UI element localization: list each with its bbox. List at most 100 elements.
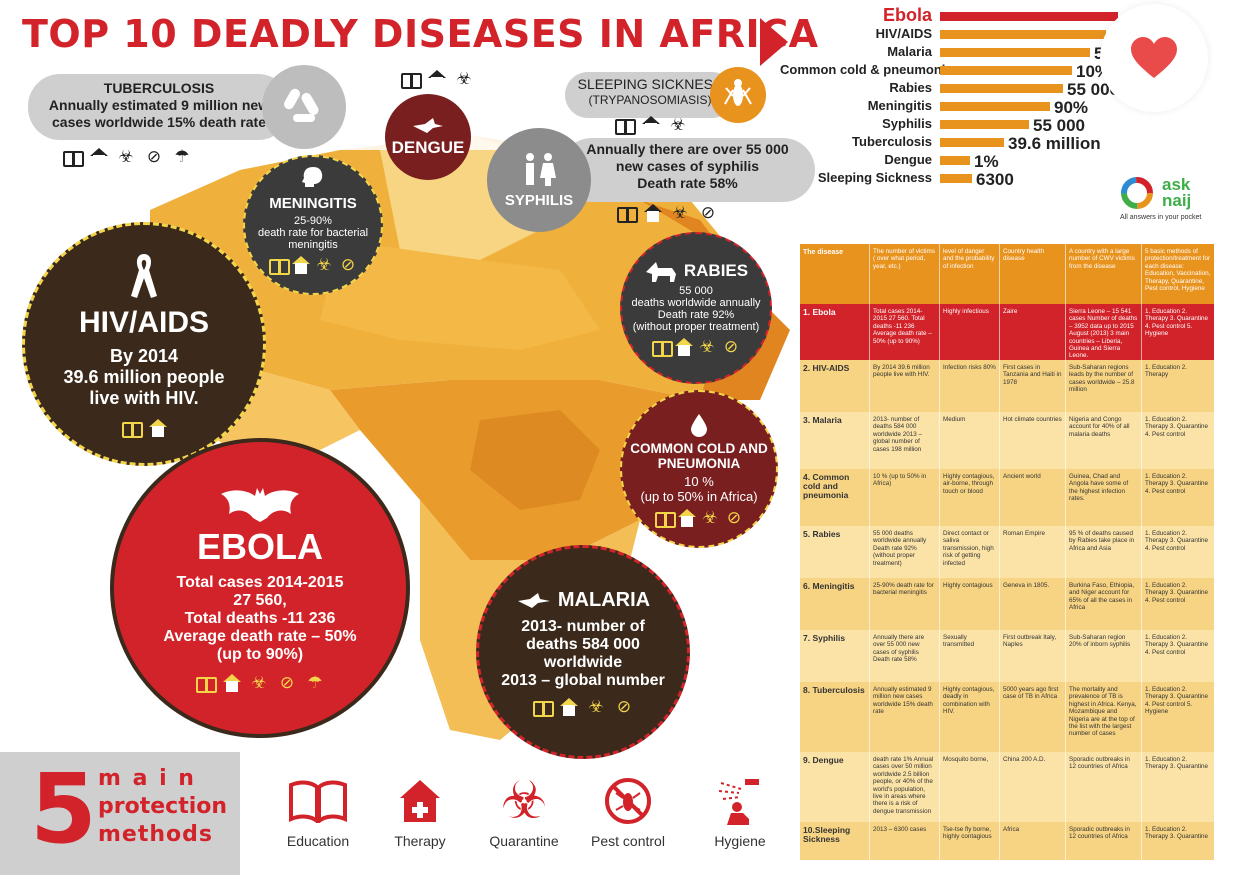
pest-control-icon — [605, 778, 651, 824]
hiv-protection-icons — [121, 418, 167, 438]
syphilis-protection-icons: ☣ ⊘ — [616, 204, 718, 223]
sleeping-sub: (TRYPANOSOMIASIS) — [588, 93, 712, 108]
table-cell: Geneva in 1805. — [1000, 578, 1066, 630]
syphilis-card: Annually there are over 55 000 new cases… — [560, 138, 815, 202]
malaria-line2: deaths 584 000 — [526, 635, 640, 653]
logo-tagline: All answers in your pocket — [1120, 214, 1202, 221]
table-cell: 1. Education 2. Therapy 3. Quarantine 4.… — [1145, 530, 1209, 552]
protection-education: Education — [268, 775, 368, 849]
bar-value-label: 55 000 — [1033, 116, 1085, 135]
table-cell: 5. Rabies — [800, 526, 870, 578]
education-icon — [289, 780, 347, 823]
protection-word3: methods — [98, 822, 213, 847]
education-icon — [616, 204, 638, 223]
droplet-icon — [691, 413, 707, 437]
table-cell: The number of victims ( over what period… — [870, 244, 940, 304]
therapy-icon — [642, 116, 660, 134]
therapy-icon — [90, 148, 108, 166]
table-cell: The disease — [800, 244, 870, 304]
table-cell: 2013 – 6300 cases — [870, 822, 940, 860]
table-cell: level of danger and the probability of i… — [940, 244, 1000, 304]
table-cell: 1. Education 2. Therapy 3. Quarantine 4.… — [1145, 416, 1209, 438]
table-row: 3. Malaria 2013- number of deaths 584 000… — [800, 412, 1214, 469]
pest-control-icon: ⊘ — [726, 507, 742, 527]
protection-label: Hygiene — [714, 833, 766, 849]
logo-line1: ask — [1162, 175, 1191, 194]
education-icon — [62, 148, 84, 167]
pest-control-icon: ⊘ — [340, 255, 356, 274]
table-cell: Medium — [940, 412, 1000, 469]
mosquito-icon — [517, 593, 550, 608]
rabies-line3: Death rate 92% — [657, 309, 735, 321]
mosquito-icon — [413, 118, 443, 133]
quarantine-icon: ☣ — [670, 115, 686, 135]
meningitis-line2: death rate for bacterial — [257, 227, 369, 239]
sleeping-title: SLEEPING SICKNESS — [577, 76, 723, 92]
education-icon — [195, 674, 217, 693]
dog-icon — [645, 262, 676, 282]
therapy-icon — [678, 508, 696, 527]
bat-icon — [221, 488, 299, 522]
table-row: 6. Meningitis 25-90% death rate for bacte… — [800, 578, 1214, 630]
protection-therapy: Therapy — [370, 775, 470, 849]
table-cell: Sporadic outbreaks in 12 countries of Af… — [1066, 822, 1142, 860]
education-icon — [614, 116, 636, 135]
table-cell: First cases in Tanzania and Haiti in 197… — [1000, 360, 1066, 412]
quarantine-icon: ☣ — [316, 255, 332, 274]
quarantine-icon: ☣ — [500, 772, 548, 830]
syphilis-circle: SYPHILIS — [487, 128, 591, 232]
quarantine-icon: ☣ — [456, 69, 472, 89]
protection-left-box — [0, 752, 240, 875]
therapy-icon — [428, 70, 446, 88]
table-cell: 5000 years ago first case of TB in Afric… — [1000, 682, 1066, 752]
malaria-line1: 2013- number of — [521, 617, 645, 635]
table-cell: Highly contagious — [940, 578, 1000, 630]
protection-label: Pest control — [591, 833, 665, 849]
tuberculosis-bacteria-icon — [262, 65, 346, 149]
protection-quarantine: ☣ Quarantine — [474, 775, 574, 849]
table-row: 10.Sleeping Sickness 2013 – 6300 cases Tse… — [800, 822, 1214, 860]
bar-label: Tuberculosis — [852, 134, 932, 149]
tuberculosis-protection-icons: ☣ ⊘ ☂ — [62, 148, 192, 167]
table-cell: Guinea, Chad and Angola have some of the… — [1066, 469, 1142, 526]
table-cell: death rate 1% Annual cases over 50 milli… — [870, 752, 940, 822]
bar — [940, 174, 972, 183]
bar-label: Common cold & pneumonia — [780, 62, 953, 77]
table-cell: Ancient world — [1000, 469, 1066, 526]
rabies-line1: 55 000 — [679, 285, 713, 297]
education-icon — [532, 698, 554, 717]
table-cell: Africa — [1000, 822, 1066, 860]
malaria-protection-icons: ☣ ⊘ — [532, 696, 634, 717]
logo-line2: naij — [1162, 191, 1192, 210]
bar-label: Ebola — [882, 5, 932, 25]
like-button[interactable] — [1100, 4, 1208, 112]
bar-label: Meningitis — [867, 98, 932, 113]
education-icon — [268, 256, 290, 275]
table-cell: 1. Education 2. Therapy 3. Quarantine 4.… — [1145, 582, 1209, 604]
table-cell: Direct contact or saliva transmission, h… — [940, 526, 1000, 578]
protection-methods-panel: 5 m a i n protection methods — [0, 752, 1240, 875]
table-cell: Total cases 2014-2015 27 560. Total deat… — [870, 304, 940, 360]
bar — [940, 30, 1106, 39]
tsetse-fly-icon — [710, 67, 766, 123]
education-icon — [121, 419, 143, 438]
bar — [940, 48, 1090, 57]
table-row: 9. Dengue death rate 1% Annual cases over… — [800, 752, 1214, 822]
rabies-circle: RABIES 55 000 deaths worldwide annually … — [620, 232, 772, 384]
bar — [940, 84, 1063, 93]
pest-control-icon: ⊘ — [616, 696, 632, 716]
quarantine-icon: ☣ — [588, 696, 604, 716]
therapy-icon — [149, 418, 167, 437]
table-cell: China 200 A.D. — [1000, 752, 1066, 822]
table-cell: Highly infectious — [940, 304, 1000, 360]
table-cell: 3. Malaria — [800, 412, 870, 469]
protection-label: Quarantine — [489, 833, 559, 849]
malaria-circle: MALARIA 2013- number of deaths 584 000 w… — [476, 545, 690, 759]
bar-label: Syphilis — [882, 116, 932, 131]
sleeping-protection-icons: ☣ — [614, 115, 688, 135]
table-cell: First outbreak Italy, Naples — [1000, 630, 1066, 682]
pest-control-icon: ⊘ — [279, 673, 295, 692]
dengue-circle: DENGUE — [385, 94, 471, 180]
bar-label: Dengue — [884, 152, 932, 167]
